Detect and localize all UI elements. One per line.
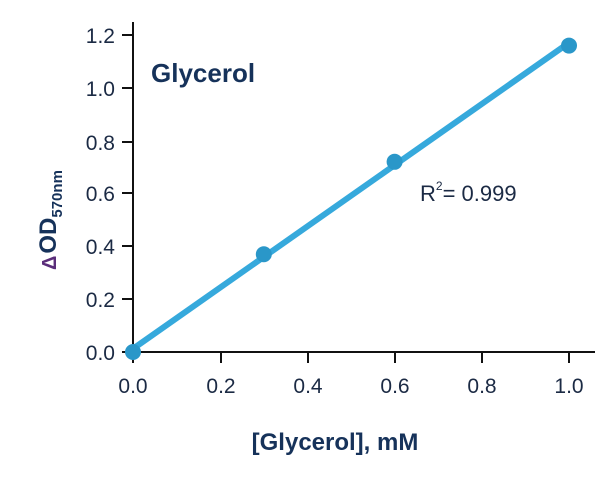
data-point (125, 344, 141, 360)
r-squared-annotation: R2= 0.999 (420, 179, 517, 206)
data-point (561, 37, 577, 54)
y-tick-labels: 0.0 0.2 0.4 0.6 0.8 1.0 1.2 (86, 25, 116, 365)
svg-text:0.0: 0.0 (86, 342, 115, 365)
data-point (255, 246, 272, 263)
svg-text:0.4: 0.4 (293, 375, 323, 398)
y-ticks (122, 34, 133, 353)
svg-text:0.0: 0.0 (118, 375, 147, 398)
svg-text:ΔOD570nm: ΔOD570nm (35, 170, 66, 270)
x-tick-labels: 0.0 0.2 0.4 0.6 0.8 1.0 (118, 375, 583, 398)
svg-text:1.0: 1.0 (86, 78, 115, 101)
svg-text:0.8: 0.8 (86, 132, 115, 155)
svg-text:0.2: 0.2 (86, 289, 115, 312)
chart-title: Glycerol (151, 58, 255, 88)
svg-text:0.8: 0.8 (467, 375, 496, 398)
svg-text:0.4: 0.4 (86, 236, 116, 259)
svg-text:0.6: 0.6 (380, 375, 409, 398)
data-series (125, 37, 577, 360)
svg-text:1.0: 1.0 (554, 375, 583, 398)
x-ticks (132, 352, 570, 363)
svg-text:0.6: 0.6 (86, 183, 115, 206)
svg-text:1.2: 1.2 (86, 25, 115, 48)
x-axis-label: [Glycerol], mM (252, 429, 419, 456)
fit-line (130, 39, 572, 352)
y-axis-label: ΔOD570nm (35, 170, 66, 270)
data-point (386, 153, 403, 170)
svg-text:0.2: 0.2 (206, 375, 235, 398)
